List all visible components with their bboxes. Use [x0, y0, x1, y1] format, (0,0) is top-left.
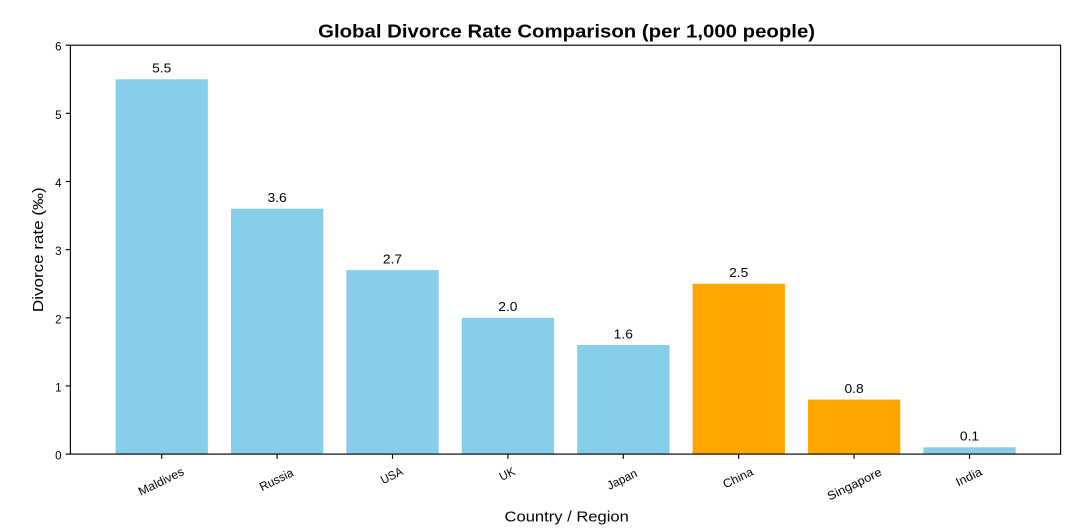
svg-text:1: 1 — [55, 381, 61, 394]
svg-text:3.6: 3.6 — [268, 190, 287, 205]
svg-text:UK: UK — [497, 464, 517, 484]
svg-text:5.5: 5.5 — [152, 61, 171, 76]
svg-text:2.5: 2.5 — [729, 265, 748, 280]
svg-text:5: 5 — [55, 109, 61, 122]
svg-text:6: 6 — [55, 41, 61, 54]
svg-text:0.8: 0.8 — [845, 381, 864, 396]
svg-text:2: 2 — [55, 313, 61, 326]
svg-text:1.6: 1.6 — [614, 326, 633, 341]
svg-text:4: 4 — [55, 177, 62, 190]
svg-text:Country / Region: Country / Region — [505, 510, 629, 526]
svg-text:0: 0 — [55, 450, 61, 463]
svg-text:Global Divorce Rate Comparison: Global Divorce Rate Comparison (per 1,00… — [318, 21, 815, 41]
svg-text:3: 3 — [55, 245, 61, 258]
svg-text:0.1: 0.1 — [960, 429, 979, 444]
svg-text:Divorce rate (‰): Divorce rate (‰) — [31, 187, 47, 312]
svg-text:2.7: 2.7 — [383, 251, 402, 266]
svg-text:2.0: 2.0 — [498, 299, 517, 314]
